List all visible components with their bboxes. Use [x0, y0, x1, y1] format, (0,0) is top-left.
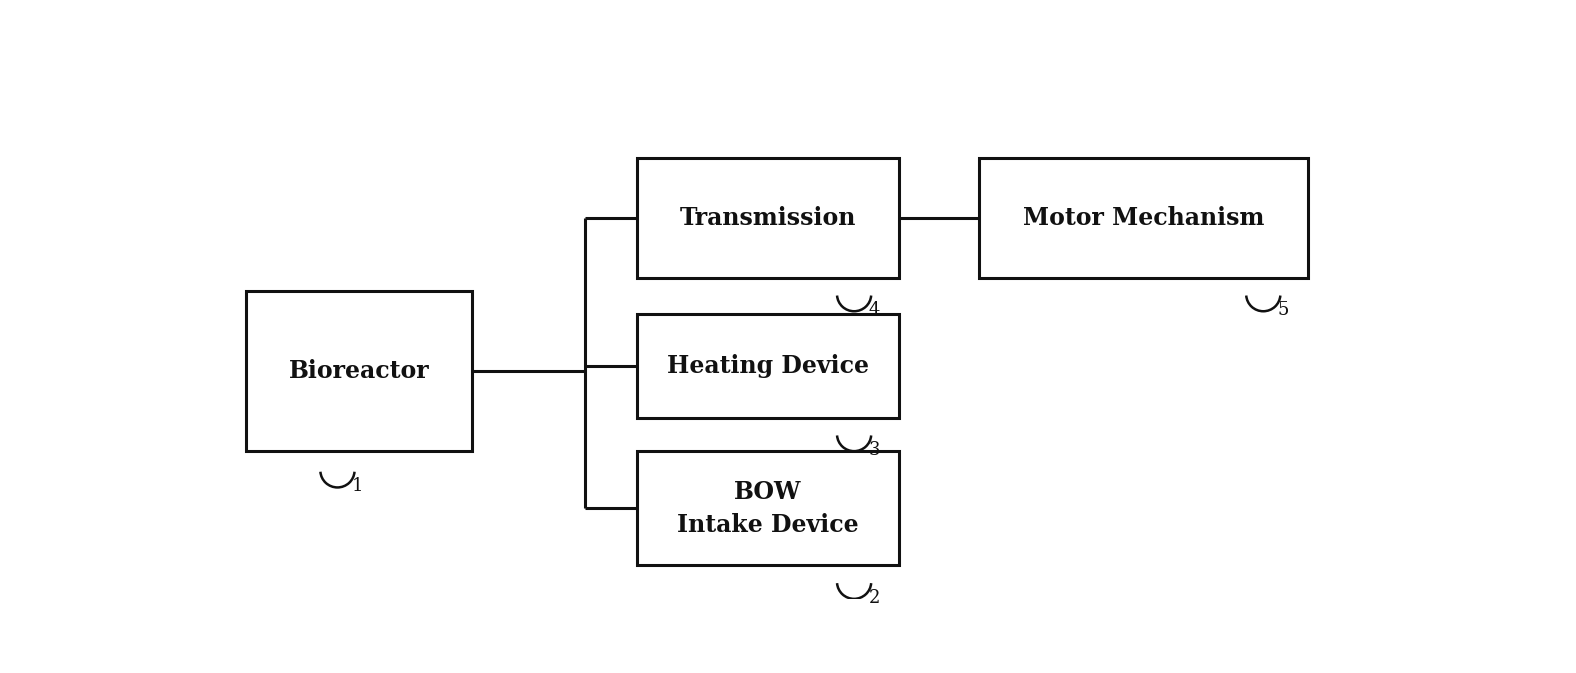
Text: 5: 5 — [1278, 301, 1289, 319]
Bar — [637, 159, 900, 278]
Text: 2: 2 — [868, 589, 879, 606]
Text: BOW
Intake Device: BOW Intake Device — [678, 480, 859, 537]
Text: Bioreactor: Bioreactor — [288, 359, 429, 383]
Bar — [979, 159, 1308, 278]
Bar — [637, 314, 900, 417]
Text: 4: 4 — [868, 301, 879, 319]
Text: Transmission: Transmission — [679, 206, 856, 230]
Text: Heating Device: Heating Device — [667, 354, 868, 378]
Bar — [637, 452, 900, 565]
Bar — [246, 291, 471, 452]
Text: 1: 1 — [351, 477, 364, 495]
Text: 3: 3 — [868, 441, 881, 459]
Text: Motor Mechanism: Motor Mechanism — [1023, 206, 1264, 230]
